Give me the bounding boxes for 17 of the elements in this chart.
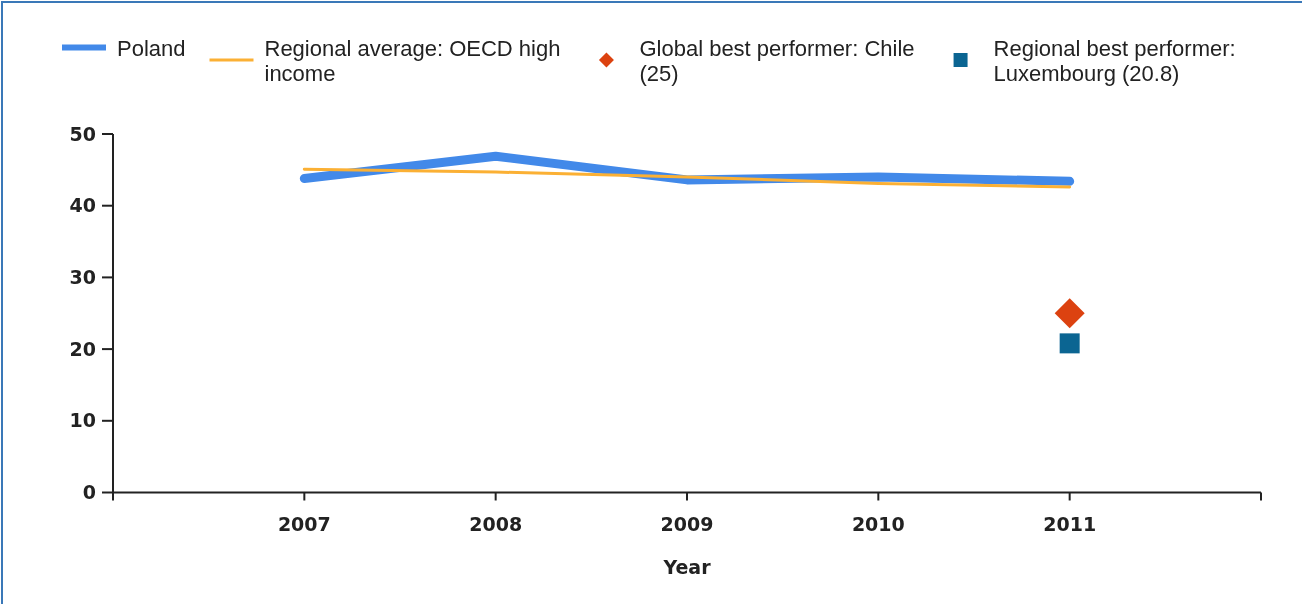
y-tick-label: 50	[69, 122, 96, 145]
legend-label: Regional best performer: Luxembourg (20.8)	[993, 36, 1236, 86]
legend-label: Global best performer: Chile (25)	[639, 36, 915, 86]
legend-label: Poland	[117, 36, 186, 61]
line-series	[302, 167, 1072, 189]
x-axis-title: Year	[662, 555, 712, 578]
x-tick-label: 2009	[660, 512, 714, 535]
x-tick-label: 2008	[469, 512, 523, 535]
legend-label: Regional average: OECD high income	[264, 36, 561, 86]
x-tick-label: 2007	[277, 512, 331, 535]
x-tick-label: 2010	[851, 512, 905, 535]
y-tick-label: 30	[69, 266, 96, 289]
y-tick-label: 40	[69, 194, 96, 217]
y-tick-label: 0	[82, 481, 96, 504]
y-tick-label: 20	[69, 337, 96, 360]
y-tick-label: 10	[69, 409, 96, 432]
x-tick-label: 2011	[1043, 512, 1097, 535]
